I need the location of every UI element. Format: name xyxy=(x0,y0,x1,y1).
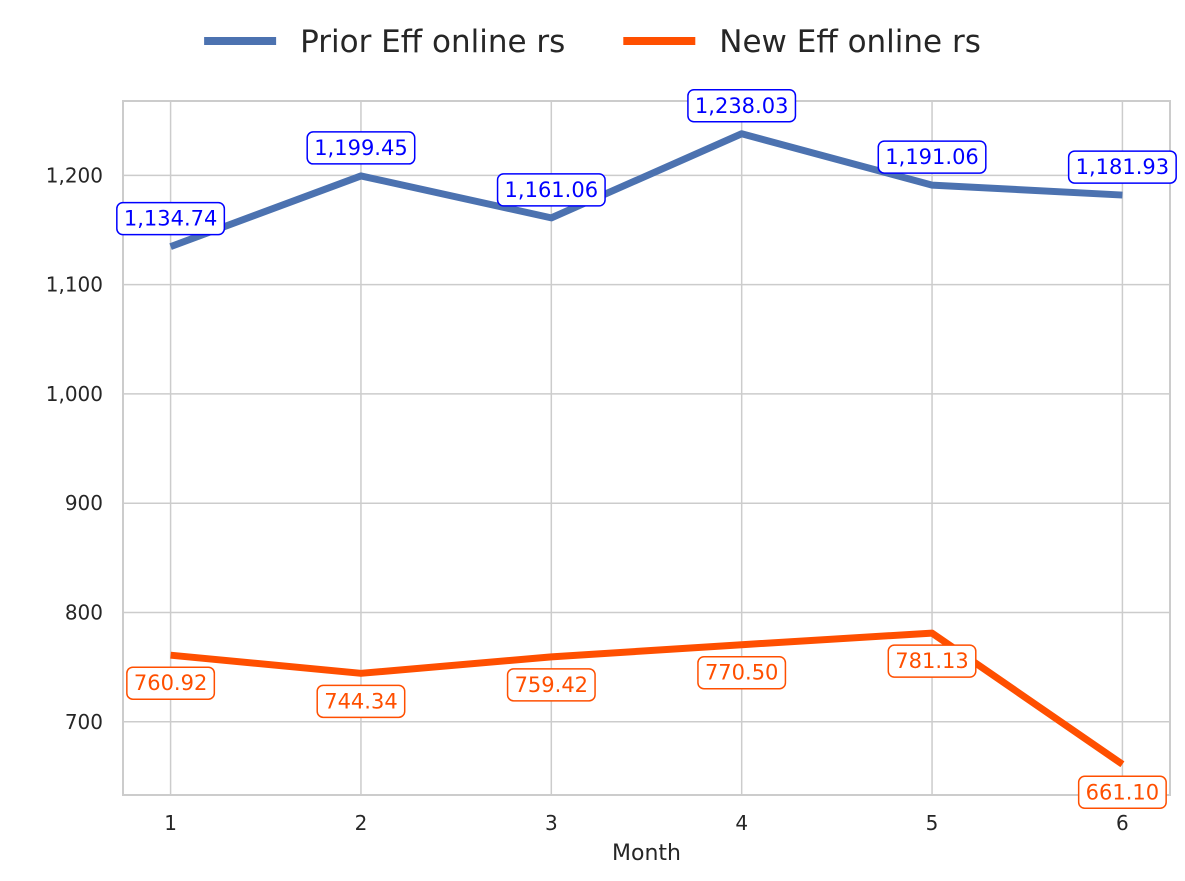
y-tick-label: 700 xyxy=(65,710,103,734)
x-tick-label: 5 xyxy=(926,811,939,835)
data-label-box xyxy=(496,173,606,207)
data-label-text: 744.34 xyxy=(324,689,397,713)
series-lines xyxy=(169,130,1125,768)
series-line-2 xyxy=(170,629,1125,768)
legend-label: Prior Eff online rs xyxy=(300,24,565,60)
data-label-box xyxy=(687,89,797,123)
y-tick-label: 900 xyxy=(65,491,103,515)
legend-item-1: Prior Eff online rs xyxy=(204,24,565,60)
data-label: 661.10 xyxy=(1077,775,1167,810)
legend-label: New Eff online rs xyxy=(719,24,981,60)
data-label-box xyxy=(1067,150,1177,184)
x-tick-label: 4 xyxy=(735,811,748,835)
series-line-1 xyxy=(169,130,1123,250)
data-label: 1,191.06 xyxy=(877,140,987,174)
legend-item-2: New Eff online rs xyxy=(623,24,981,60)
data-label-text: 1,199.45 xyxy=(314,136,408,160)
data-label-text: 1,134.74 xyxy=(124,207,218,231)
data-label: 1,199.45 xyxy=(306,131,416,165)
data-label-box xyxy=(697,655,787,690)
plot-border xyxy=(122,100,1171,796)
data-label: 770.50 xyxy=(697,655,787,690)
data-label-box xyxy=(887,644,977,678)
data-label: 760.92 xyxy=(126,666,216,700)
x-tick-label: 1 xyxy=(164,811,177,835)
data-label-text: 661.10 xyxy=(1086,780,1159,804)
data-label-box xyxy=(126,666,216,700)
data-label-box xyxy=(306,131,416,165)
data-label-text: 759.42 xyxy=(515,673,588,697)
data-label-text: 1,181.93 xyxy=(1076,155,1170,179)
data-label: 781.13 xyxy=(887,644,977,678)
data-label: 1,161.06 xyxy=(496,173,606,207)
y-tick-label: 1,100 xyxy=(46,273,103,297)
data-label: 1,134.74 xyxy=(116,201,226,236)
data-label-box xyxy=(877,140,987,174)
data-label-text: 770.50 xyxy=(705,661,778,685)
data-label: 1,238.03 xyxy=(687,89,797,123)
data-label-text: 1,238.03 xyxy=(695,94,789,118)
data-label-box xyxy=(316,684,406,719)
data-label-box xyxy=(506,668,596,702)
data-label: 759.42 xyxy=(506,668,596,702)
legend: Prior Eff online rs New Eff online rs xyxy=(204,24,981,60)
y-tick-label: 1,000 xyxy=(46,382,103,406)
axis-ticks: 1 2 3 4 5 6 700 800 900 1,000 1,100 1,200 xyxy=(46,163,1129,835)
data-labels: 1,134.74 1,199.45 1,161.06 1,238.03 1,191.06… xyxy=(116,89,1177,810)
x-tick-label: 2 xyxy=(355,811,368,835)
x-tick-label: 6 xyxy=(1116,811,1129,835)
x-tick-label: 3 xyxy=(545,811,558,835)
data-label: 744.34 xyxy=(316,684,406,719)
data-label: 1,181.93 xyxy=(1067,150,1177,184)
y-tick-label: 1,200 xyxy=(46,163,103,187)
data-label-box xyxy=(1077,775,1167,810)
data-label-text: 1,191.06 xyxy=(885,145,979,169)
data-label-text: 1,161.06 xyxy=(505,178,599,202)
data-label-box xyxy=(116,201,226,236)
y-tick-label: 800 xyxy=(65,600,103,624)
data-label-text: 760.92 xyxy=(134,671,207,695)
x-axis-title: Month xyxy=(612,841,681,866)
plot-frame xyxy=(122,100,1171,796)
data-label-text: 781.13 xyxy=(895,649,968,673)
